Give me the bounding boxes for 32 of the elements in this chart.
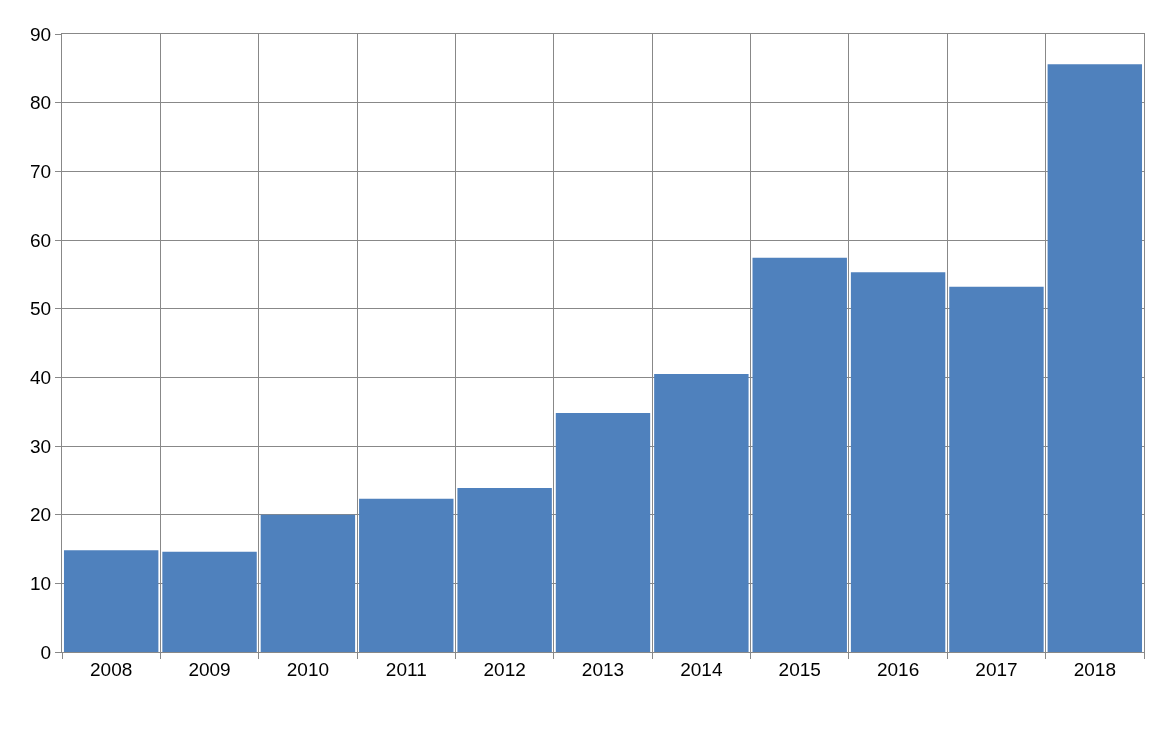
x-tick-label: 2014 [680,658,723,680]
bar [63,550,159,652]
x-tick-label: 2011 [385,658,427,680]
x-tick-label: 2009 [188,658,231,680]
x-tick-label: 2013 [581,658,625,680]
bar [1047,64,1143,652]
y-tick-label: 0 [40,641,52,663]
y-tick-label: 20 [30,504,52,526]
x-tick-label: 2018 [1073,658,1116,680]
bar [457,487,552,652]
bar [555,413,651,652]
y-tick-label: 10 [30,572,52,594]
y-tick-label: 40 [30,366,52,388]
x-tick-label: 2017 [975,658,1018,680]
y-tick-label: 60 [30,229,52,251]
bar [162,551,257,652]
y-tick-label: 70 [30,160,52,182]
x-tick-label: 2016 [876,658,920,680]
bar [850,272,946,652]
y-tick-label: 80 [30,92,52,114]
y-tick-label: 50 [30,298,52,320]
x-tick-label: 2010 [286,658,330,680]
x-tick-label: 2015 [778,658,821,680]
x-tick-label: 2012 [483,658,526,680]
x-tick-label: 2008 [90,658,133,680]
y-tick-label: 30 [30,435,52,457]
bar [654,373,749,652]
bar [949,286,1044,652]
bar [359,498,454,652]
y-tick-label: 90 [30,23,52,45]
bar [752,257,847,652]
bar [260,514,356,652]
